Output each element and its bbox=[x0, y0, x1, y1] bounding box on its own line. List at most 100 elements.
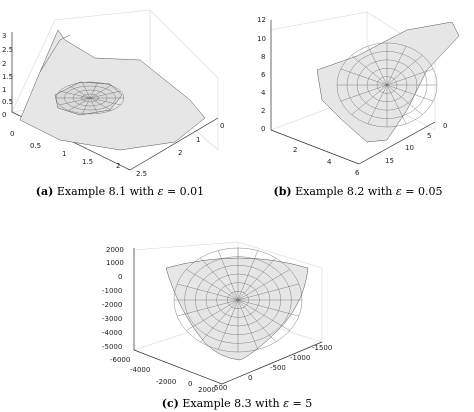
mesh-edge bbox=[386, 46, 407, 86]
mesh-edge bbox=[177, 283, 239, 301]
x-tick-label: 2 bbox=[293, 146, 297, 154]
mesh-edge bbox=[82, 82, 91, 99]
y-tick-label: 0 bbox=[248, 374, 252, 382]
x-tick-label: 0 bbox=[10, 130, 14, 138]
z-tick-label: 10 bbox=[257, 35, 266, 43]
mesh-edge bbox=[218, 250, 239, 301]
caption-text: Example 8.2 with bbox=[295, 185, 393, 198]
z-tick-label: 0.5 bbox=[2, 98, 13, 106]
mesh-edge bbox=[59, 90, 91, 99]
chart-c-mesh bbox=[173, 247, 303, 353]
chart-b-axes bbox=[270, 20, 436, 165]
mesh-edge bbox=[89, 97, 98, 114]
mesh-edge bbox=[59, 97, 91, 106]
y-tick-label: -1000 bbox=[290, 354, 310, 362]
mesh-edge bbox=[68, 85, 91, 99]
mesh-edge bbox=[200, 299, 239, 343]
y-tick-label: 10 bbox=[405, 144, 414, 152]
y-tick-label: 0 bbox=[443, 122, 447, 130]
chart-b-surface bbox=[316, 21, 460, 143]
chart-c-z-ticks: 2000 1000 0 -1000 -2000 -3000 -4000 -500… bbox=[102, 246, 124, 351]
x-tick-label: 0.5 bbox=[30, 142, 41, 150]
mesh-edge bbox=[68, 97, 91, 111]
mesh-edge bbox=[340, 84, 388, 102]
caption-tag: (c) bbox=[161, 397, 179, 410]
z-tick-label: 2 bbox=[2, 60, 6, 68]
caption-symbol: ε bbox=[395, 185, 402, 198]
chart-b-z-ticks: 12 10 8 6 4 2 0 bbox=[257, 16, 266, 133]
mesh-edge bbox=[340, 68, 388, 86]
z-tick-label: 0 bbox=[118, 273, 122, 281]
mesh-edge bbox=[177, 299, 239, 317]
chart-a-x-ticks: 0 0.5 1 1.5 2 2.5 bbox=[10, 130, 147, 178]
caption-symbol: ε bbox=[157, 185, 164, 198]
z-tick-label: 1.5 bbox=[2, 73, 13, 81]
mesh-edge bbox=[89, 85, 112, 99]
mesh-edge bbox=[351, 84, 388, 115]
z-tick-label: 2000 bbox=[106, 246, 124, 254]
x-tick-label: 2.5 bbox=[136, 170, 147, 178]
chart-c-y-ticks: 500 0 -500 -1000 -1500 bbox=[214, 344, 332, 392]
z-tick-label: 2 bbox=[261, 107, 265, 115]
chart-c-surface bbox=[165, 257, 309, 361]
caption-rel: = 0.05 bbox=[405, 185, 443, 198]
z-tick-label: 1000 bbox=[106, 259, 124, 267]
caption-c: (c) Example 8.3 with ε = 5 bbox=[137, 397, 337, 410]
mesh-edge bbox=[218, 299, 239, 350]
y-tick-label: -1500 bbox=[312, 344, 332, 352]
mesh-edge bbox=[237, 299, 276, 343]
z-tick-label: -5000 bbox=[102, 343, 122, 351]
y-tick-label: 2 bbox=[178, 149, 182, 157]
x-tick-label: 1.5 bbox=[82, 158, 93, 166]
chart-b-mesh bbox=[336, 42, 438, 128]
z-tick-label: 3 bbox=[2, 32, 6, 40]
caption-symbol: ε bbox=[283, 397, 289, 410]
chart-c: 2000 1000 0 -1000 -2000 -3000 -4000 -500… bbox=[102, 241, 332, 394]
y-tick-label: -500 bbox=[270, 364, 286, 372]
z-tick-label: 6 bbox=[261, 71, 266, 79]
mesh-edge bbox=[237, 299, 290, 331]
chart-a: 3 2.5 2 1.5 1 0.5 0 0 0.5 1 1.5 2 2.5 0 … bbox=[2, 9, 224, 178]
caption-a: (a) Example 8.1 with ε = 0.01 bbox=[20, 185, 220, 198]
chart-c-x-ticks: -6000 -4000 -2000 0 2000 bbox=[110, 356, 216, 394]
z-tick-label: 0 bbox=[261, 125, 265, 133]
chart-c-axes bbox=[133, 248, 323, 385]
mesh-edge bbox=[367, 46, 388, 86]
mesh-edge bbox=[386, 84, 407, 124]
mesh-edge bbox=[186, 269, 239, 301]
caption-text: Example 8.3 with bbox=[182, 397, 280, 410]
x-tick-label: 0 bbox=[188, 380, 192, 388]
chart-b-y-ticks: 0 5 10 15 bbox=[385, 122, 447, 165]
mesh-edge bbox=[367, 84, 388, 124]
z-tick-label: 2.5 bbox=[2, 46, 13, 54]
mesh-edge bbox=[386, 68, 434, 86]
mesh-edge bbox=[237, 257, 276, 301]
x-tick-label: -6000 bbox=[110, 356, 130, 364]
mesh-edge bbox=[237, 283, 299, 301]
mesh-edge bbox=[82, 97, 91, 114]
caption-tag: (b) bbox=[273, 185, 292, 198]
mesh-edge bbox=[89, 97, 121, 106]
x-tick-label: 4 bbox=[327, 158, 332, 166]
caption-tag: (a) bbox=[35, 185, 54, 198]
chart-b: 12 10 8 6 4 2 0 2 4 6 0 5 10 15 bbox=[257, 11, 460, 177]
caption-text: Example 8.1 with bbox=[56, 185, 155, 198]
mesh-edge bbox=[237, 299, 299, 317]
mesh-edge bbox=[237, 299, 258, 350]
mesh-edge bbox=[200, 257, 239, 301]
chart-a-y-ticks: 0 1 2 bbox=[178, 122, 224, 157]
y-tick-label: 500 bbox=[214, 384, 227, 392]
x-tick-label: -4000 bbox=[130, 366, 150, 374]
z-tick-label: 12 bbox=[257, 16, 266, 24]
mesh-edge bbox=[386, 55, 423, 86]
mesh-edge bbox=[89, 90, 121, 99]
x-tick-label: 1 bbox=[62, 150, 66, 158]
chart-a-z-ticks: 3 2.5 2 1.5 1 0.5 0 bbox=[2, 32, 13, 119]
caption-b: (b) Example 8.2 with ε = 0.05 bbox=[258, 185, 458, 198]
mesh-edge bbox=[186, 299, 239, 331]
mesh-edge bbox=[89, 97, 112, 111]
mesh-edge bbox=[89, 82, 98, 99]
z-tick-label: -3000 bbox=[102, 315, 122, 323]
x-tick-label: 2000 bbox=[198, 386, 216, 394]
chart-b-x-ticks: 2 4 6 bbox=[293, 146, 360, 177]
